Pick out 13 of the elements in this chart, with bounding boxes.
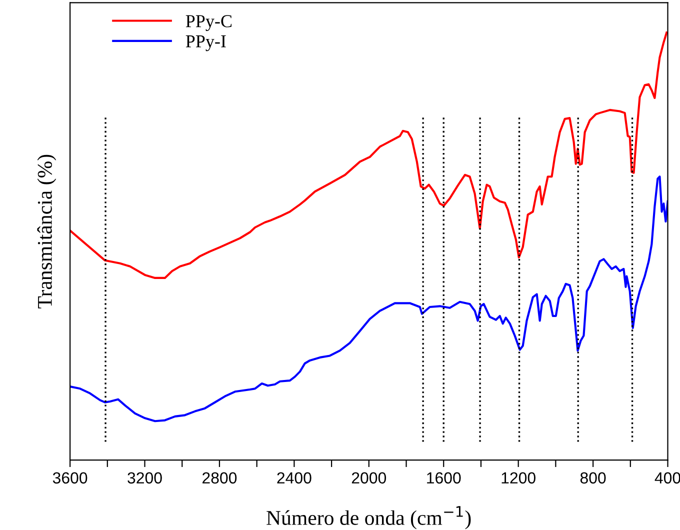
x-tick-label: 3600: [52, 472, 88, 484]
y-axis-title: Transmitância (%): [37, 154, 56, 308]
x-tick-label: 2000: [352, 472, 386, 484]
x-tick-label: 3200: [128, 472, 162, 484]
x-tick-label: 800: [580, 472, 606, 484]
legend-label: PPy-C: [186, 15, 232, 31]
x-tick-label: 400: [654, 472, 680, 484]
x-tick-label: 2800: [202, 472, 237, 484]
legend-label: PPy-I: [186, 35, 226, 52]
x-tick-label: 2400: [277, 472, 312, 484]
x-tick-label: 1200: [502, 472, 536, 484]
x-axis-title: Número de onda (cm$^{−1}$): [266, 506, 471, 530]
x-tick-label: 1600: [427, 472, 461, 484]
